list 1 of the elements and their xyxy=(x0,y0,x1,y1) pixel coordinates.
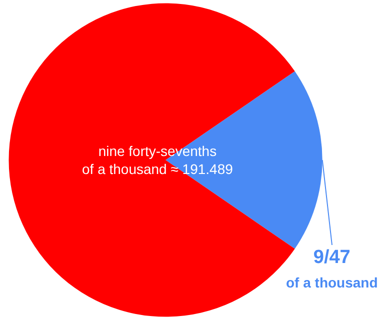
slice-label: 9/47 of a thousand xyxy=(286,247,378,291)
